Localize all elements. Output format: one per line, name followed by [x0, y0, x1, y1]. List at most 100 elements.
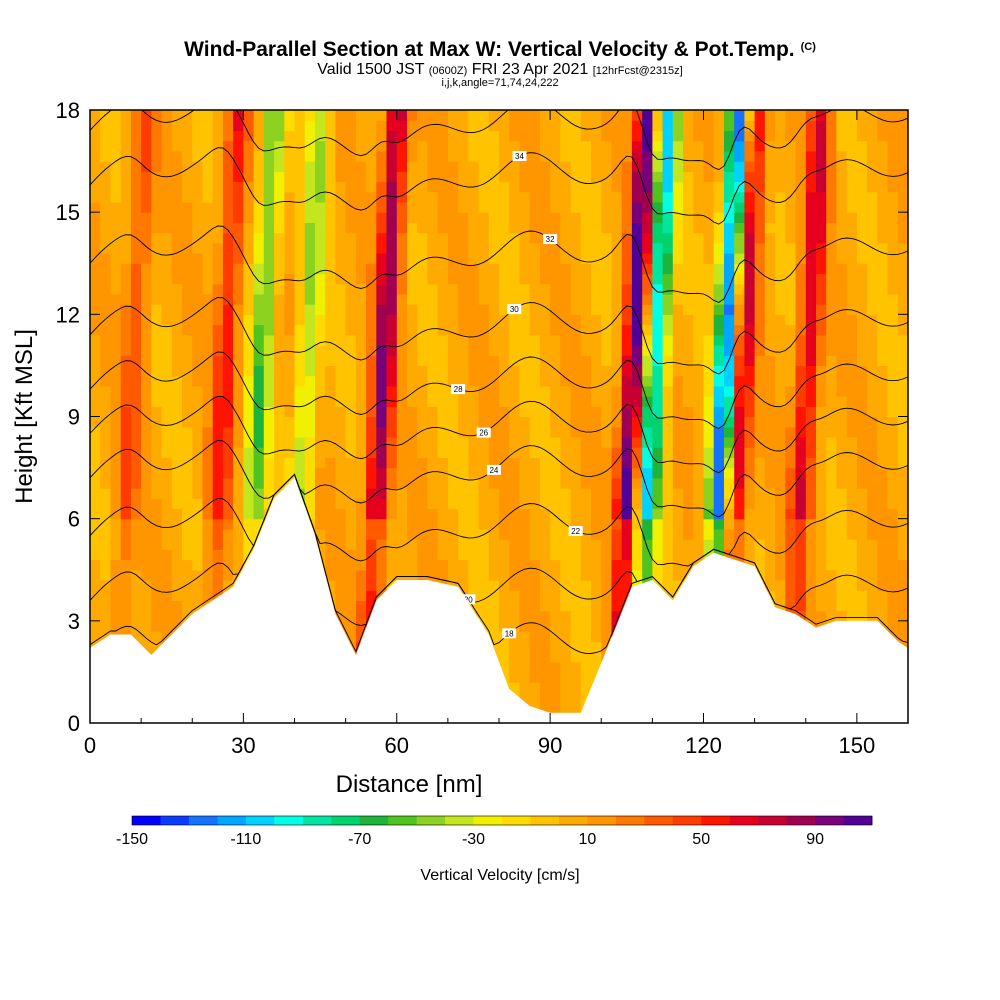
heatmap-cell	[141, 161, 152, 172]
heatmap-cell	[672, 385, 684, 397]
heatmap-cell	[570, 212, 582, 224]
heatmap-cell	[499, 477, 510, 489]
heatmap-cell	[325, 508, 337, 520]
heatmap-cell	[539, 539, 551, 550]
heatmap-cell	[693, 406, 705, 418]
heatmap-cell	[560, 324, 572, 336]
heatmap-cell	[499, 324, 510, 336]
heatmap-cell	[274, 171, 285, 183]
heatmap-cell	[672, 569, 684, 581]
heatmap-cell	[130, 580, 142, 591]
heatmap-cell	[550, 222, 561, 234]
heatmap-cell	[703, 385, 715, 397]
heatmap-cell	[315, 222, 326, 234]
heatmap-cell	[110, 436, 122, 448]
heatmap-cell	[233, 150, 244, 162]
heatmap-cell	[161, 263, 173, 275]
heatmap-cell	[805, 549, 817, 561]
heatmap-cell	[253, 518, 265, 530]
heatmap-cell	[447, 181, 459, 193]
heatmap-cell	[764, 293, 776, 305]
heatmap-cell	[529, 365, 541, 377]
heatmap-cell	[488, 273, 500, 285]
heatmap-cell	[703, 477, 715, 489]
heatmap-cell	[826, 610, 838, 622]
heatmap-cell	[345, 201, 357, 213]
heatmap-cell	[683, 263, 694, 275]
heatmap-cell	[580, 242, 592, 254]
heatmap-cell	[478, 253, 490, 264]
heatmap-cell	[672, 498, 684, 510]
heatmap-cell	[713, 283, 725, 295]
heatmap-cell	[785, 253, 797, 264]
heatmap-cell	[120, 191, 132, 203]
colorbar-swatch	[672, 816, 702, 825]
heatmap-cell	[795, 375, 807, 387]
heatmap-cell	[867, 273, 878, 285]
heatmap-cell	[130, 559, 142, 571]
heatmap-cell	[447, 447, 459, 459]
heatmap-cell	[887, 232, 899, 244]
heatmap-cell	[304, 120, 316, 132]
heatmap-cell	[447, 569, 459, 581]
heatmap-cell	[417, 488, 429, 499]
heatmap-cell	[867, 498, 878, 510]
heatmap-cell	[744, 140, 756, 152]
heatmap-cell	[724, 120, 735, 132]
heatmap-cell	[836, 263, 848, 275]
heatmap-cell	[222, 181, 234, 193]
heatmap-cell	[550, 293, 561, 305]
heatmap-cell	[621, 334, 633, 346]
heatmap-cell	[805, 457, 817, 469]
heatmap-cell	[856, 447, 868, 459]
heatmap-cell	[529, 130, 541, 142]
heatmap-cell	[315, 253, 326, 264]
heatmap-cell	[488, 580, 500, 591]
heatmap-cell	[304, 385, 316, 397]
heatmap-cell	[130, 488, 142, 499]
heatmap-cell	[601, 242, 613, 254]
heatmap-cell	[141, 110, 152, 121]
heatmap-cell	[785, 232, 797, 244]
heatmap-cell	[141, 549, 152, 561]
heatmap-cell	[345, 406, 357, 418]
heatmap-cell	[591, 365, 602, 377]
heatmap-cell	[120, 549, 132, 561]
heatmap-cell	[519, 549, 531, 561]
heatmap-cell	[734, 355, 746, 367]
heatmap-cell	[171, 569, 183, 581]
heatmap-cell	[754, 283, 766, 295]
heatmap-cell	[141, 385, 152, 397]
heatmap-cell	[90, 600, 101, 612]
heatmap-cell	[182, 273, 193, 285]
heatmap-cell	[856, 559, 868, 571]
heatmap-cell	[325, 273, 337, 285]
heatmap-cell	[785, 355, 797, 367]
heatmap-cell	[856, 324, 868, 336]
heatmap-cell	[734, 201, 746, 213]
heatmap-cell	[795, 181, 807, 193]
heatmap-cell	[233, 426, 244, 438]
heatmap-cell	[529, 671, 541, 683]
heatmap-cell	[274, 161, 285, 172]
heatmap-cell	[294, 181, 306, 193]
heatmap-cell	[325, 406, 337, 418]
heatmap-cell	[376, 212, 388, 224]
heatmap-cell	[826, 467, 838, 479]
heatmap-cell	[693, 253, 705, 264]
heatmap-cell	[744, 457, 756, 469]
heatmap-cell	[355, 201, 367, 213]
heatmap-cell	[478, 590, 490, 602]
heatmap-cell	[222, 426, 234, 438]
heatmap-cell	[877, 590, 889, 602]
heatmap-cell	[396, 406, 408, 418]
heatmap-cell	[376, 426, 388, 438]
heatmap-cell	[570, 375, 582, 387]
colorbar-swatch	[815, 816, 844, 825]
heatmap-cell	[171, 212, 183, 224]
heatmap-cell	[662, 242, 674, 254]
heatmap-cell	[274, 253, 285, 264]
heatmap-cell	[601, 212, 613, 224]
heatmap-cell	[427, 283, 439, 295]
heatmap-cell	[713, 375, 725, 387]
